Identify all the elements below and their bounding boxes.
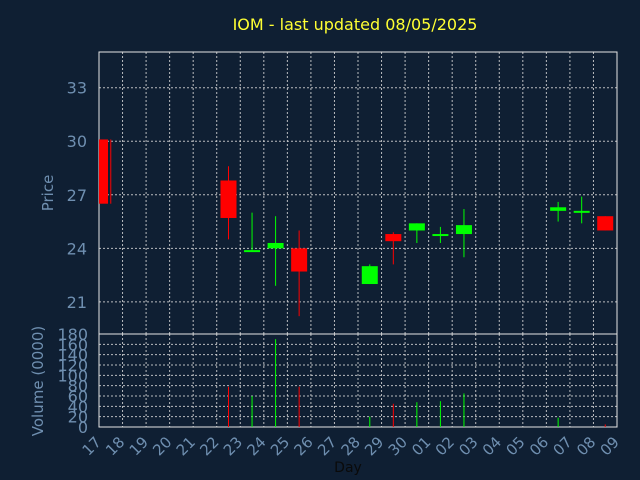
candle-body	[550, 207, 567, 211]
price-y-tick-labels: 21 24 27 30 33	[67, 79, 87, 312]
candle-body	[244, 250, 261, 253]
candle-body	[432, 234, 449, 237]
volume-bars	[228, 339, 606, 427]
price-axis-label: Price	[39, 175, 57, 212]
volume-axis-label: Volume (0000)	[29, 326, 47, 436]
volume-y-tick-label: 0	[78, 418, 88, 437]
volume-panel-frame	[98, 333, 618, 428]
candle-body	[361, 266, 378, 285]
volume-y-tick-label: 20	[68, 408, 88, 427]
x-tick-labels: 1718192021222324252627282930010203040506…	[79, 433, 623, 459]
price-y-tick-label: 27	[67, 186, 87, 205]
candle-body	[99, 139, 108, 204]
volume-y-tick-label: 80	[68, 377, 88, 396]
candle-body	[291, 248, 308, 272]
candle-body	[267, 242, 284, 249]
candle-body	[597, 216, 614, 231]
price-y-tick-label: 30	[67, 132, 87, 151]
volume-y-tick-label: 160	[57, 335, 88, 354]
volume-y-tick-label: 140	[57, 346, 88, 365]
volume-y-tick-label: 60	[68, 387, 88, 406]
volume-y-tick-label: 40	[68, 397, 88, 416]
candle-body	[408, 223, 425, 231]
price-y-tick-label: 33	[67, 79, 87, 98]
candle-body	[573, 210, 590, 213]
candles	[99, 139, 614, 317]
volume-grid	[99, 334, 617, 427]
candle-body	[220, 180, 237, 218]
volume-y-tick-label: 180	[57, 325, 88, 344]
candle-body	[455, 225, 472, 235]
x-axis-label: Day	[334, 460, 362, 476]
candle-body	[385, 234, 402, 242]
volume-y-tick-label: 100	[57, 366, 88, 385]
price-grid	[99, 52, 617, 334]
chart-title: IOM - last updated 08/05/2025	[233, 15, 478, 34]
price-y-tick-label: 24	[67, 239, 87, 258]
volume-y-tick-label: 120	[57, 356, 88, 375]
price-y-tick-label: 21	[67, 293, 87, 312]
